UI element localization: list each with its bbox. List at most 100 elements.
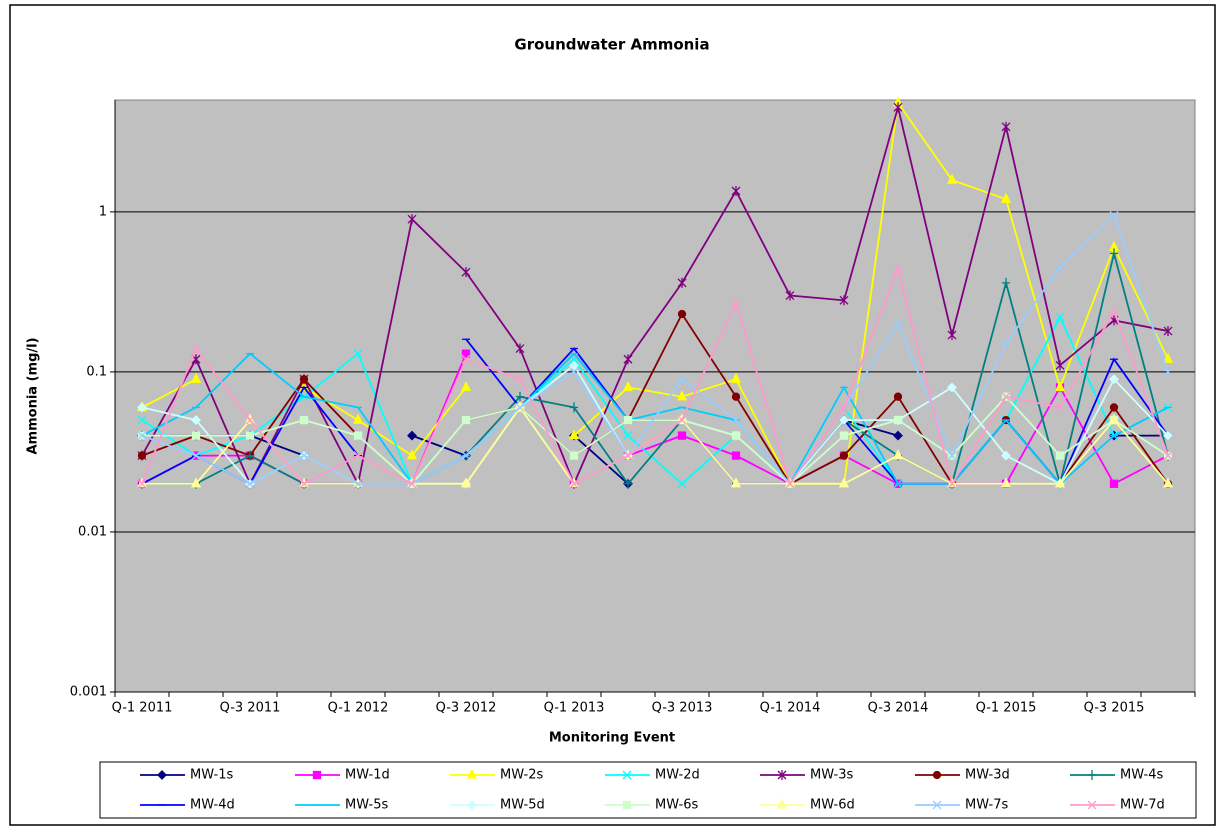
marker bbox=[839, 451, 849, 460]
marker bbox=[515, 343, 525, 354]
marker bbox=[785, 290, 795, 301]
marker bbox=[191, 431, 201, 440]
y-tick-label: 0.001 bbox=[70, 685, 107, 700]
marker bbox=[677, 309, 687, 319]
legend-label: MW-6d bbox=[810, 798, 855, 813]
legend-label: MW-3s bbox=[810, 768, 854, 783]
y-tick-label: 0.01 bbox=[78, 524, 107, 539]
x-tick-label: Q-3 2014 bbox=[868, 701, 929, 716]
marker bbox=[460, 477, 472, 488]
marker bbox=[1162, 477, 1174, 488]
legend-marker bbox=[466, 768, 478, 779]
legend-marker bbox=[1087, 800, 1097, 810]
marker bbox=[515, 374, 525, 384]
legend-label: MW-2d bbox=[655, 768, 700, 783]
marker bbox=[893, 430, 903, 441]
legend-marker bbox=[932, 770, 942, 780]
legend-marker bbox=[776, 798, 788, 809]
y-axis-title: Ammonia (mg/l) bbox=[26, 337, 41, 454]
x-axis-title: Monitoring Event bbox=[549, 731, 675, 746]
legend-label: MW-5d bbox=[500, 798, 545, 813]
marker bbox=[1002, 277, 1010, 288]
marker bbox=[570, 402, 578, 413]
marker bbox=[1109, 479, 1119, 488]
marker bbox=[246, 450, 254, 461]
legend-label: MW-4s bbox=[1120, 768, 1164, 783]
series-line bbox=[141, 265, 1169, 487]
marker bbox=[947, 479, 957, 489]
marker bbox=[1001, 450, 1011, 461]
marker bbox=[1162, 352, 1174, 363]
marker bbox=[299, 375, 309, 384]
marker bbox=[191, 415, 201, 426]
marker bbox=[677, 374, 687, 384]
x-tick-label: Q-3 2012 bbox=[436, 701, 497, 716]
marker bbox=[947, 451, 957, 461]
marker bbox=[407, 430, 417, 441]
x-tick-label: Q-1 2014 bbox=[760, 701, 821, 716]
marker bbox=[623, 431, 633, 441]
marker bbox=[1163, 326, 1173, 337]
marker bbox=[785, 479, 795, 489]
series-line bbox=[142, 395, 1169, 486]
marker bbox=[1163, 367, 1173, 377]
marker bbox=[1055, 402, 1065, 412]
marker bbox=[1163, 451, 1173, 461]
x-tick-label: Q-3 2011 bbox=[220, 701, 281, 716]
marker bbox=[461, 415, 471, 425]
x-tick-label: Q-1 2013 bbox=[544, 701, 605, 716]
legend-label: MW-5s bbox=[345, 798, 389, 813]
marker bbox=[893, 392, 903, 401]
legend-label: MW-6s bbox=[655, 798, 699, 813]
marker bbox=[190, 477, 202, 488]
marker bbox=[731, 186, 741, 197]
marker bbox=[893, 319, 903, 329]
marker bbox=[353, 431, 363, 440]
marker bbox=[245, 431, 255, 440]
x-tick-label: Q-3 2013 bbox=[652, 701, 713, 716]
marker bbox=[353, 451, 363, 461]
marker bbox=[731, 451, 741, 460]
marker bbox=[461, 354, 471, 364]
marker bbox=[730, 477, 742, 488]
y-tick-label: 0.1 bbox=[86, 364, 107, 379]
marker bbox=[730, 372, 742, 383]
marker bbox=[623, 415, 633, 425]
marker bbox=[299, 415, 309, 425]
marker bbox=[839, 431, 849, 440]
marker bbox=[731, 298, 741, 308]
x-tick-label: Q-3 2015 bbox=[1084, 701, 1145, 716]
marker bbox=[676, 390, 688, 401]
marker bbox=[569, 451, 579, 460]
marker bbox=[245, 479, 255, 489]
marker bbox=[1054, 477, 1066, 488]
legend bbox=[99, 761, 1197, 819]
marker bbox=[1109, 306, 1119, 316]
legend-label: MW-2s bbox=[500, 768, 544, 783]
marker bbox=[569, 479, 579, 489]
marker bbox=[299, 451, 309, 461]
marker bbox=[353, 349, 363, 359]
marker bbox=[1109, 403, 1119, 412]
marker bbox=[406, 449, 418, 460]
legend-marker bbox=[777, 770, 787, 780]
series-line bbox=[141, 213, 1169, 486]
marker bbox=[190, 372, 202, 383]
legend-marker bbox=[157, 770, 167, 780]
marker bbox=[1055, 360, 1065, 371]
marker bbox=[624, 478, 632, 489]
legend-marker bbox=[467, 800, 477, 810]
marker bbox=[461, 267, 471, 278]
marker bbox=[1054, 380, 1066, 392]
marker bbox=[569, 367, 579, 377]
marker bbox=[1163, 430, 1173, 441]
series-line bbox=[141, 352, 1169, 486]
marker bbox=[622, 380, 634, 392]
marker bbox=[1001, 392, 1011, 402]
marker bbox=[1000, 477, 1012, 488]
marker bbox=[137, 479, 147, 489]
marker bbox=[568, 429, 580, 440]
marker bbox=[1000, 192, 1012, 203]
marker bbox=[407, 214, 417, 225]
